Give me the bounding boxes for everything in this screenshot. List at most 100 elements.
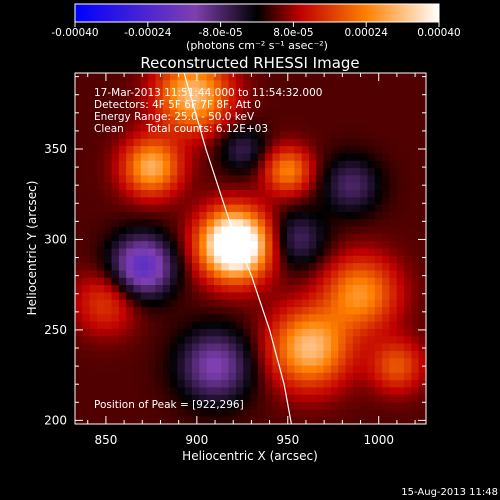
heatmap-cell <box>257 299 266 308</box>
heatmap-cell <box>367 197 376 206</box>
heatmap-cell <box>221 255 230 264</box>
heatmap-cell <box>309 197 317 206</box>
heatmap-cell <box>418 350 426 359</box>
heatmap-cell <box>170 402 178 410</box>
heatmap-cell <box>294 80 303 89</box>
heatmap-cell <box>133 343 142 352</box>
heatmap-cell <box>316 358 325 367</box>
heatmap-cell <box>177 270 186 279</box>
heatmap-cell <box>367 394 376 403</box>
heatmap-cell <box>82 292 91 301</box>
heatmap-cell <box>199 380 208 389</box>
heatmap-cell <box>162 387 171 396</box>
heatmap-cell <box>411 146 420 155</box>
heatmap-cell <box>89 190 98 198</box>
heatmap-cell <box>309 394 317 403</box>
heatmap-cell <box>382 211 391 220</box>
heatmap-cell <box>265 182 274 191</box>
heatmap-cell <box>89 102 98 111</box>
heatmap-cell <box>396 299 405 308</box>
heatmap-cell <box>287 336 295 345</box>
heatmap-cell <box>309 204 317 213</box>
heatmap-cell <box>155 285 164 293</box>
heatmap-cell <box>89 350 98 359</box>
heatmap-cell <box>228 87 237 96</box>
heatmap-cell <box>301 87 310 96</box>
heatmap-cell <box>221 343 230 352</box>
heatmap-cell <box>82 233 91 242</box>
heatmap-cell <box>126 394 135 403</box>
heatmap-cell <box>389 190 398 198</box>
heatmap-cell <box>250 175 259 184</box>
x-axis-label: Heliocentric X (arcsec) <box>182 449 318 463</box>
heatmap-cell <box>206 409 215 418</box>
heatmap-cell <box>323 409 332 418</box>
heatmap-cell <box>228 138 237 147</box>
heatmap-cell <box>338 87 347 96</box>
heatmap-cell <box>111 314 120 323</box>
heatmap-cell <box>82 336 91 345</box>
heatmap-cell <box>140 321 149 330</box>
heatmap-cell <box>199 277 208 286</box>
heatmap-cell <box>389 153 398 162</box>
heatmap-cell <box>345 270 354 279</box>
heatmap-cell <box>235 153 244 162</box>
heatmap-cell <box>250 241 259 250</box>
heatmap-cell <box>140 336 149 345</box>
heatmap-cell <box>89 226 98 235</box>
heatmap-cell <box>323 248 332 257</box>
heatmap-cell <box>89 365 98 374</box>
heatmap-cell <box>96 233 105 242</box>
heatmap-cell <box>170 270 178 279</box>
heatmap-cell <box>323 138 332 147</box>
heatmap-cell <box>126 358 135 367</box>
heatmap-cell <box>374 365 383 374</box>
heatmap-cell <box>75 277 83 286</box>
heatmap-cell <box>279 372 288 381</box>
heatmap-cell <box>404 211 412 220</box>
heatmap-cell <box>126 146 135 155</box>
heatmap-cell <box>133 336 142 345</box>
heatmap-cell <box>96 124 105 133</box>
heatmap-cell <box>309 409 317 418</box>
heatmap-cell <box>345 380 354 389</box>
heatmap-cell <box>330 109 339 118</box>
heatmap-cell <box>148 394 157 403</box>
heatmap-cell <box>279 270 288 279</box>
heatmap-cell <box>396 241 405 250</box>
heatmap-cell <box>257 219 266 228</box>
heatmap-cell <box>323 131 332 140</box>
heatmap-cell <box>294 175 303 184</box>
heatmap-cell <box>382 285 391 293</box>
heatmap-cell <box>250 394 259 403</box>
heatmap-cell <box>82 299 91 308</box>
heatmap-cell <box>411 219 420 228</box>
heatmap-cell <box>360 372 369 381</box>
heatmap-cell <box>316 350 325 359</box>
heatmap-cell <box>250 292 259 301</box>
heatmap-cell <box>330 416 339 424</box>
heatmap-cell <box>272 285 281 293</box>
heatmap-cell <box>294 343 303 352</box>
heatmap-cell <box>140 116 149 125</box>
heatmap-cell <box>104 402 113 410</box>
heatmap-cell <box>250 146 259 155</box>
heatmap-cell <box>316 168 325 176</box>
heatmap-cell <box>184 175 193 184</box>
heatmap-cell <box>338 314 347 323</box>
heatmap-cell <box>162 314 171 323</box>
heatmap-cell <box>323 124 332 133</box>
y-axis-label: Heliocentric Y (arcsec) <box>25 181 39 316</box>
heatmap-cell <box>148 204 157 213</box>
heatmap-cell <box>104 255 113 264</box>
heatmap-cell <box>192 197 200 206</box>
heatmap-cell <box>206 211 215 220</box>
heatmap-cell <box>206 94 215 103</box>
heatmap-cell <box>162 233 171 242</box>
heatmap-cell <box>177 387 186 396</box>
heatmap-cell <box>140 233 149 242</box>
heatmap-cell <box>323 241 332 250</box>
heatmap-cell <box>309 109 317 118</box>
heatmap-cell <box>170 241 178 250</box>
heatmap-cell <box>418 387 426 396</box>
